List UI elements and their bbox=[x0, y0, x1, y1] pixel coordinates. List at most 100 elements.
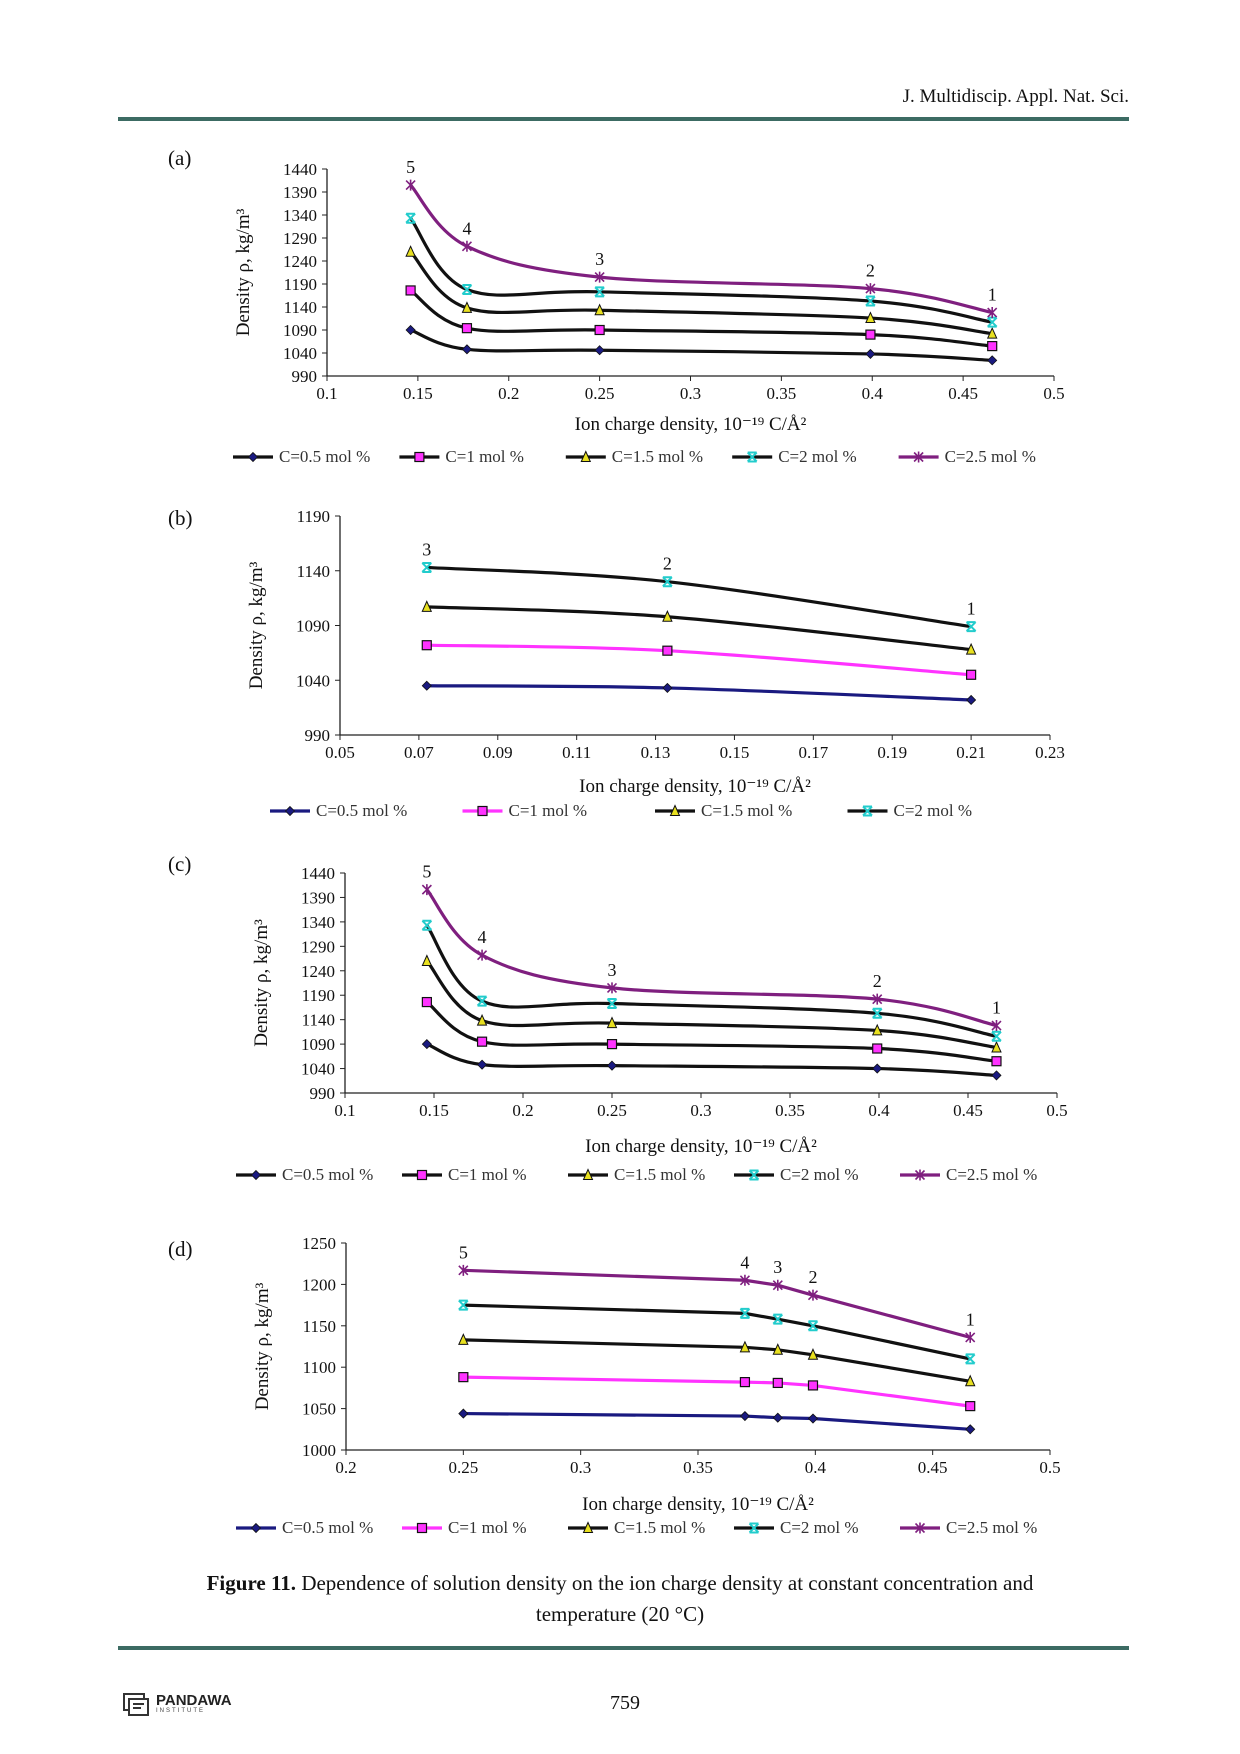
data-point bbox=[772, 1343, 784, 1355]
x-tick-label: 0.13 bbox=[641, 743, 671, 762]
data-point bbox=[991, 1020, 1002, 1032]
point-label: 2 bbox=[663, 554, 672, 574]
data-point bbox=[421, 996, 432, 1008]
legend-marker bbox=[414, 451, 425, 463]
data-point bbox=[606, 1016, 618, 1029]
data-point bbox=[594, 345, 605, 356]
legend-label: C=0.5 mol % bbox=[282, 1518, 373, 1537]
data-point bbox=[458, 1264, 469, 1276]
legend-marker bbox=[582, 1168, 594, 1180]
series-0 bbox=[405, 324, 998, 366]
data-point bbox=[606, 998, 618, 1010]
data-point bbox=[986, 316, 998, 328]
y-tick-label: 1090 bbox=[301, 1035, 335, 1054]
y-tick-label: 1140 bbox=[297, 562, 330, 581]
data-point bbox=[405, 285, 416, 296]
x-tick-label: 0.1 bbox=[316, 384, 337, 403]
legend-marker bbox=[580, 450, 592, 462]
chart-c: 990 1040 1090 1140 1190 1240 1290 1340 1390 1440 0… bbox=[236, 862, 1068, 1184]
legend-label: C=2 mol % bbox=[778, 447, 857, 466]
series-line bbox=[426, 1042, 997, 1077]
series-line bbox=[409, 289, 993, 348]
y-tick-label: 1440 bbox=[301, 864, 335, 883]
data-point bbox=[872, 1007, 883, 1019]
point-label: 2 bbox=[866, 261, 875, 281]
y-tick-label: 1250 bbox=[302, 1234, 336, 1253]
x-axis-title: Ion charge density, 10⁻¹⁹ C/Å² bbox=[579, 776, 811, 797]
logo-name: PANDAWA bbox=[156, 1692, 232, 1709]
panel-label-c: (c) bbox=[168, 852, 192, 876]
publisher-logo: PANDAWA INSTITUTE bbox=[122, 1690, 232, 1718]
data-point bbox=[865, 311, 876, 324]
legend-label: C=2 mol % bbox=[780, 1518, 859, 1537]
y-tick-label: 1150 bbox=[303, 1317, 336, 1336]
point-label: 5 bbox=[406, 157, 415, 177]
legend-marker bbox=[862, 805, 873, 817]
series-line bbox=[426, 565, 972, 629]
legend-label: C=1 mol % bbox=[445, 447, 524, 466]
page-number: 759 bbox=[610, 1692, 640, 1714]
x-tick-label: 0.3 bbox=[570, 1458, 591, 1477]
data-point bbox=[965, 1353, 976, 1365]
y-tick-label: 1290 bbox=[283, 229, 317, 248]
point-label: 3 bbox=[773, 1257, 782, 1277]
data-point bbox=[458, 1333, 469, 1345]
caption-label: Figure 11. bbox=[206, 1571, 297, 1595]
point-label: 4 bbox=[462, 218, 471, 238]
data-point bbox=[739, 1410, 750, 1422]
legend-marker bbox=[914, 1522, 926, 1534]
legend-label: C=1.5 mol % bbox=[614, 1518, 705, 1537]
data-point bbox=[421, 954, 433, 966]
legend-item: C=1.5 mol % bbox=[655, 801, 792, 820]
x-tick-label: 0.4 bbox=[862, 384, 884, 403]
chart-a: 990 1040 1090 1140 1190 1240 1290 1340 1390 1440 0… bbox=[233, 157, 1065, 466]
series-3 bbox=[421, 919, 1002, 1042]
data-point bbox=[405, 324, 416, 336]
y-tick-label: 1190 bbox=[284, 275, 317, 294]
data-point bbox=[421, 600, 433, 612]
series-2 bbox=[421, 954, 1002, 1053]
series-0 bbox=[421, 1039, 1002, 1081]
data-point bbox=[965, 621, 977, 633]
x-tick-label: 0.07 bbox=[404, 743, 434, 762]
chart-b: 990 1040 1090 1140 1190 0.05 0.07 0.09 0.11 0.13 0… bbox=[246, 507, 1065, 820]
y-tick-label: 1040 bbox=[296, 671, 330, 690]
data-point bbox=[421, 919, 433, 931]
x-tick-label: 0.45 bbox=[953, 1101, 983, 1120]
legend-item: C=1 mol % bbox=[399, 447, 524, 466]
y-tick-label: 1240 bbox=[301, 962, 335, 981]
y-tick-label: 1140 bbox=[284, 298, 317, 317]
data-point bbox=[461, 240, 473, 252]
data-point bbox=[476, 1036, 488, 1047]
legend-marker bbox=[914, 1169, 926, 1181]
series-line bbox=[410, 328, 993, 362]
legend-label: C=0.5 mol % bbox=[316, 801, 407, 820]
data-point bbox=[865, 348, 876, 359]
data-point bbox=[421, 680, 432, 691]
data-point bbox=[964, 1374, 976, 1387]
bottom-rule bbox=[118, 1646, 1129, 1650]
data-point bbox=[476, 1059, 488, 1070]
y-tick-label: 990 bbox=[305, 726, 331, 745]
data-point bbox=[987, 355, 998, 366]
legend-item: C=0.5 mol % bbox=[236, 1518, 373, 1537]
point-label: 5 bbox=[459, 1242, 468, 1262]
panel-label-d: (d) bbox=[168, 1237, 193, 1261]
legend-label: C=2 mol % bbox=[894, 801, 973, 820]
data-point bbox=[461, 344, 473, 355]
y-tick-label: 1040 bbox=[283, 344, 317, 363]
series-line bbox=[409, 250, 993, 336]
data-point bbox=[594, 303, 605, 316]
legend-marker bbox=[416, 1169, 428, 1181]
legend-marker bbox=[582, 1521, 594, 1533]
x-tick-label: 0.19 bbox=[877, 743, 907, 762]
legend-marker bbox=[913, 451, 924, 463]
x-tick-label: 0.4 bbox=[868, 1101, 890, 1120]
data-point bbox=[965, 642, 977, 655]
series-line bbox=[463, 1375, 971, 1408]
data-point bbox=[458, 1372, 469, 1383]
x-axis-title: Ion charge density, 10⁻¹⁹ C/Å² bbox=[575, 414, 807, 435]
y-axis-title: Density ρ, kg/m³ bbox=[251, 919, 272, 1047]
data-point bbox=[807, 1320, 819, 1332]
series-0 bbox=[458, 1408, 976, 1435]
